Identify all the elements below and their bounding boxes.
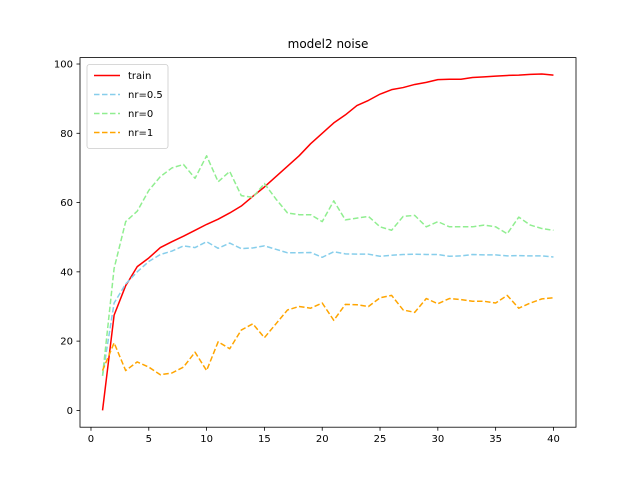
y-tick-label: 80 [60, 129, 73, 140]
y-tick-label: 40 [60, 267, 73, 278]
series-line-nr-0-5 [101, 240, 554, 376]
x-tick-label: 40 [547, 434, 560, 445]
legend-label-train: train [128, 71, 151, 82]
y-tick-label: 60 [60, 198, 73, 209]
legend-label-nr-0-5: nr=0.5 [128, 90, 163, 101]
series-line-nr-0 [101, 155, 554, 376]
x-tick-label: 0 [88, 434, 94, 445]
x-tick-label: 35 [489, 434, 502, 445]
x-tick-label: 30 [431, 434, 444, 445]
legend: train nr=0.5 nr=0 nr=1 [86, 64, 169, 149]
legend-label-nr-0: nr=0 [128, 109, 153, 120]
y-tick-label: 0 [67, 406, 73, 417]
plot-frame [79, 57, 577, 428]
x-tick-label: 5 [146, 434, 152, 445]
x-tick-label: 10 [200, 434, 213, 445]
legend-label-nr-1: nr=1 [128, 128, 153, 139]
chart-title: model2 noise [288, 37, 369, 51]
y-tick-label: 100 [54, 60, 73, 71]
legend-box [86, 64, 169, 149]
series-line-train [101, 73, 554, 411]
x-tick-label: 20 [316, 434, 329, 445]
x-tick-label: 25 [374, 434, 387, 445]
series-line-nr-1 [101, 294, 554, 376]
x-tick-label: 15 [258, 434, 271, 445]
y-tick-label: 20 [60, 337, 73, 348]
